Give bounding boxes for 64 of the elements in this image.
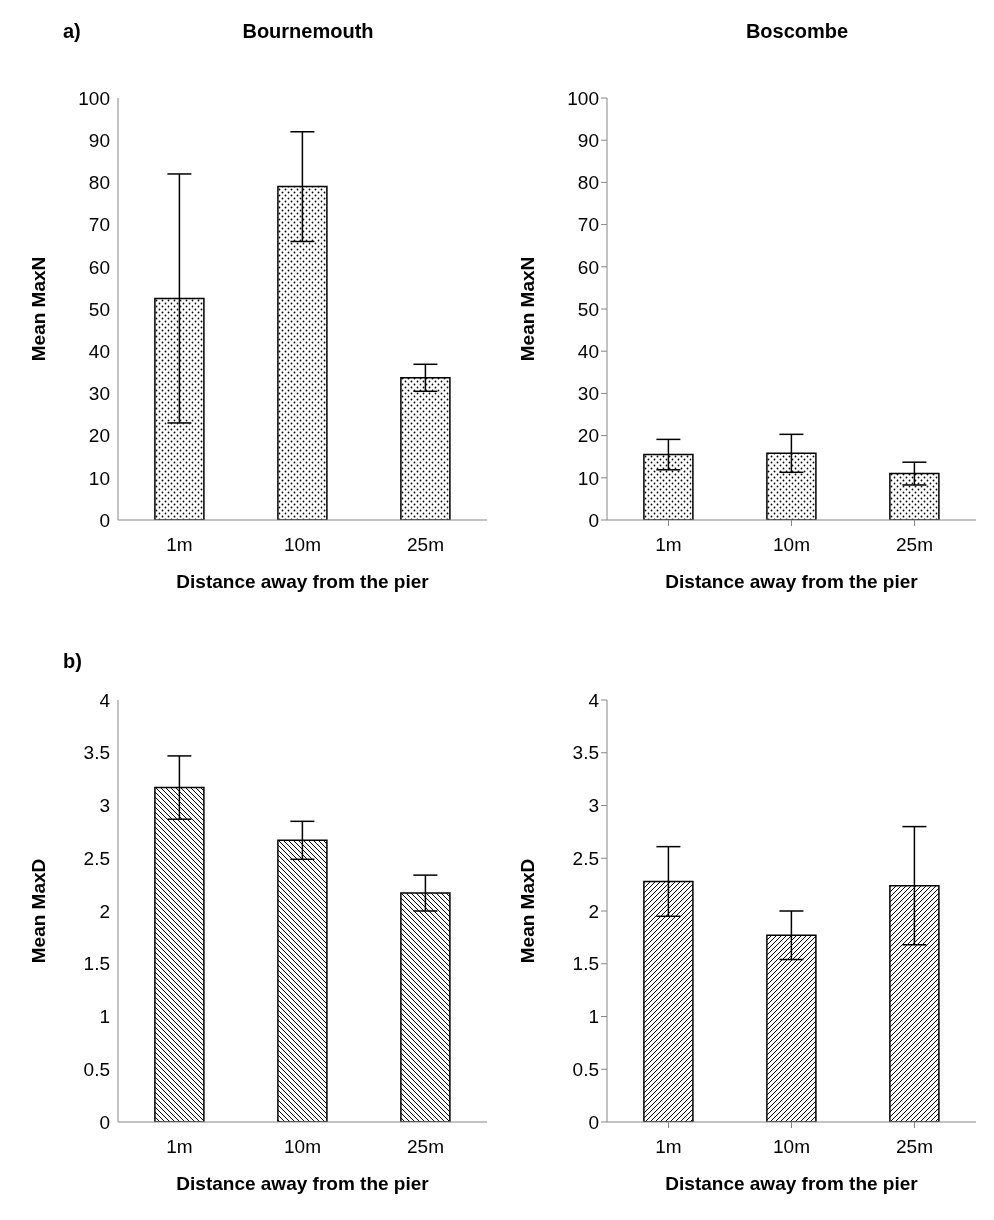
y-tick-label: 50 xyxy=(577,298,599,320)
y-tick-label: 0 xyxy=(99,1111,110,1133)
y-tick-label: 1.5 xyxy=(83,953,110,975)
x-tick-label: 10m xyxy=(284,1136,321,1158)
x-axis-title: Distance away from the pier xyxy=(665,571,919,592)
text: a) xyxy=(63,20,81,43)
y-tick-label: 0 xyxy=(588,1111,599,1133)
y-tick-label: 0.5 xyxy=(83,1058,110,1080)
x-tick-label: 25m xyxy=(896,1136,933,1158)
x-axis-title: Distance away from the pier xyxy=(665,1173,919,1194)
y-tick-label: 90 xyxy=(577,129,599,151)
y-tick-label: 3.5 xyxy=(83,742,110,764)
y-tick-label: 2 xyxy=(588,900,599,922)
y-tick-label: 0.5 xyxy=(572,1058,599,1080)
y-tick-label: 2.5 xyxy=(572,847,599,869)
x-axis-title: Distance away from the pier xyxy=(176,571,430,592)
y-tick-label: 30 xyxy=(577,383,599,405)
x-tick-label: 25m xyxy=(896,534,933,556)
y-tick-label: 0 xyxy=(99,509,110,531)
y-tick-label: 3 xyxy=(588,795,599,817)
x-tick-label: 10m xyxy=(773,1136,810,1158)
y-tick-label: 3 xyxy=(99,795,110,817)
y-tick-label: 4 xyxy=(99,689,111,711)
y-tick-label: 30 xyxy=(88,383,110,405)
y-axis-title: Mean MaxD xyxy=(516,858,538,964)
y-tick-label: 40 xyxy=(88,340,110,362)
x-axis-title: Distance away from the pier xyxy=(176,1173,430,1194)
x-tick-label: 10m xyxy=(284,534,321,556)
y-tick-label: 80 xyxy=(88,172,110,194)
y-tick-label: 100 xyxy=(567,87,599,109)
chart-title: Bournemouth xyxy=(241,20,375,43)
y-tick-label: 20 xyxy=(577,425,599,447)
y-tick-label: 10 xyxy=(88,467,110,489)
x-tick-label: 1m xyxy=(166,1136,193,1158)
x-tick-label: 1m xyxy=(166,534,193,556)
y-tick-label: 3.5 xyxy=(572,742,599,764)
y-tick-label: 50 xyxy=(88,298,110,320)
y-tick-label: 70 xyxy=(88,214,110,236)
x-tick-label: 25m xyxy=(407,534,444,556)
y-tick-label: 20 xyxy=(88,425,110,447)
x-tick-label: 10m xyxy=(773,534,810,556)
y-tick-label: 90 xyxy=(88,129,110,151)
x-tick-label: 1m xyxy=(655,1136,682,1158)
y-tick-label: 4 xyxy=(588,689,600,711)
y-tick-label: 10 xyxy=(577,467,599,489)
y-tick-label: 80 xyxy=(577,172,599,194)
y-axis-title: Mean MaxD xyxy=(27,858,49,964)
y-tick-label: 40 xyxy=(577,340,599,362)
chart-title: Boscombe xyxy=(744,20,850,43)
y-tick-label: 60 xyxy=(88,256,110,278)
y-tick-label: 0 xyxy=(588,509,599,531)
y-tick-label: 100 xyxy=(78,87,110,109)
y-tick-label: 2 xyxy=(99,900,110,922)
y-axis-title: Mean MaxN xyxy=(516,256,538,362)
text: b) xyxy=(63,650,82,673)
x-tick-label: 25m xyxy=(407,1136,444,1158)
y-tick-label: 70 xyxy=(577,214,599,236)
y-axis-title: Mean MaxN xyxy=(27,256,49,362)
x-tick-label: 1m xyxy=(655,534,682,556)
y-tick-label: 1 xyxy=(588,1006,599,1028)
y-tick-label: 1 xyxy=(99,1006,110,1028)
y-tick-label: 1.5 xyxy=(572,953,599,975)
y-tick-label: 2.5 xyxy=(83,847,110,869)
y-tick-label: 60 xyxy=(577,256,599,278)
